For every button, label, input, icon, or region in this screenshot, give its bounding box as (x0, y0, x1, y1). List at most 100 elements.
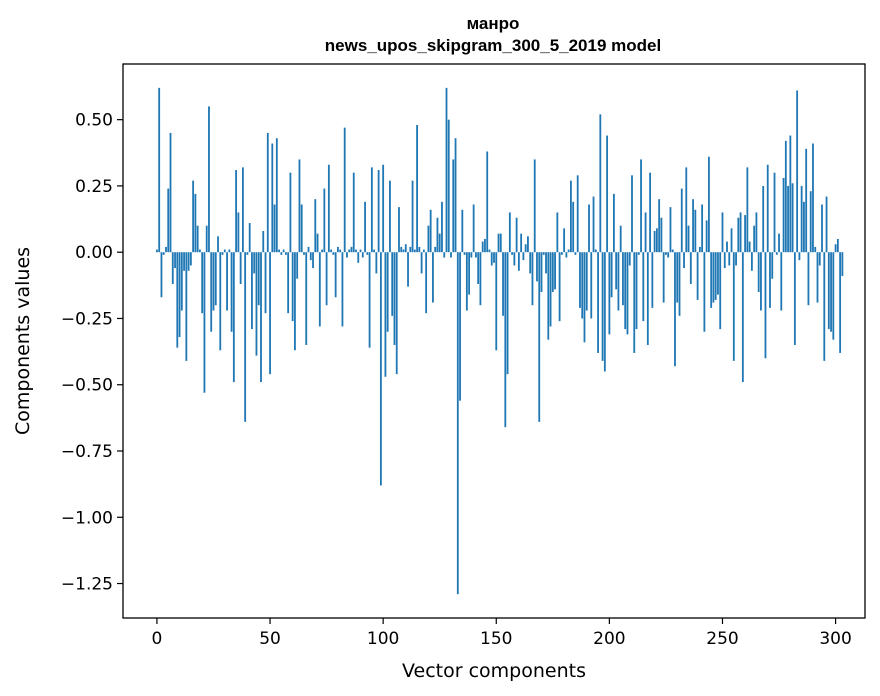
bar-140 (472, 204, 475, 253)
bar-271 (769, 252, 771, 308)
bar-64 (300, 204, 303, 253)
bar-51 (271, 143, 274, 253)
bar-184 (572, 201, 575, 253)
bar-280 (789, 135, 792, 253)
bar-50 (269, 252, 271, 375)
bar-139 (470, 252, 473, 258)
chart-title-line-1: манро (467, 14, 520, 33)
bar-293 (818, 252, 821, 266)
bar-103 (389, 180, 391, 253)
bar-289 (809, 191, 812, 253)
bar-18 (196, 225, 199, 253)
bar-291 (814, 246, 817, 253)
bar-37 (239, 252, 242, 285)
bar-11 (180, 252, 183, 311)
bar-89 (357, 252, 360, 263)
bar-31 (226, 252, 228, 311)
bar-193 (592, 196, 595, 253)
bar-209 (628, 252, 631, 266)
bar-198 (603, 252, 606, 372)
y-tick-label: 0.25 (75, 177, 113, 197)
bar-136 (463, 252, 466, 255)
bar-258 (739, 212, 742, 253)
bar-279 (787, 185, 789, 253)
bar-223 (660, 217, 663, 253)
bar-6 (169, 132, 172, 253)
bar-13 (185, 252, 188, 361)
bar-220 (653, 231, 656, 253)
bar-137 (465, 252, 468, 311)
x-tick-label: 300 (819, 629, 851, 649)
bar-251 (723, 252, 726, 269)
bar-46 (260, 252, 262, 383)
x-tick-label: 100 (367, 629, 399, 649)
bar-264 (753, 225, 756, 253)
bar-108 (400, 246, 403, 253)
bar-274 (775, 252, 778, 255)
bar-129 (447, 119, 450, 253)
bar-261 (746, 167, 749, 253)
bar-160 (517, 252, 520, 271)
bar-215 (642, 252, 645, 322)
bar-170 (540, 252, 543, 292)
bar-259 (741, 252, 744, 383)
bar-298 (830, 252, 832, 332)
bar-249 (719, 252, 722, 330)
bar-12 (183, 252, 185, 271)
bar-114 (413, 249, 416, 253)
bar-155 (506, 252, 509, 375)
y-tick-label: −1.00 (61, 508, 113, 528)
bar-4 (165, 246, 167, 253)
bar-253 (728, 252, 731, 266)
bar-232 (680, 188, 683, 253)
bars-group (156, 87, 844, 595)
bar-27 (217, 236, 219, 253)
bar-210 (631, 175, 633, 253)
bar-245 (710, 252, 713, 308)
bar-161 (520, 233, 523, 253)
x-axis-label: Vector components (402, 660, 586, 682)
bar-52 (273, 204, 276, 253)
bar-91 (361, 252, 364, 258)
bar-59 (289, 172, 292, 253)
bar-287 (805, 148, 808, 253)
bar-105 (393, 252, 396, 345)
bar-288 (807, 252, 810, 306)
bar-224 (662, 252, 665, 303)
bar-130 (450, 252, 452, 258)
bar-285 (800, 185, 803, 253)
bar-29 (221, 252, 224, 255)
bar-0 (156, 249, 158, 253)
bar-132 (454, 138, 457, 253)
bar-141 (475, 252, 477, 258)
bar-203 (615, 252, 618, 290)
bar-148 (490, 252, 493, 266)
bar-133 (456, 252, 459, 595)
bar-81 (339, 249, 342, 253)
bar-276 (780, 252, 783, 311)
bar-38 (241, 167, 244, 253)
bar-80 (337, 246, 339, 253)
bar-297 (827, 252, 830, 330)
bar-190 (585, 252, 588, 311)
bar-67 (307, 246, 310, 253)
bar-1 (158, 87, 161, 253)
bar-127 (443, 252, 446, 258)
bar-219 (651, 252, 654, 308)
y-axis-label: Components values (12, 247, 34, 435)
bar-240 (698, 246, 701, 253)
bar-191 (588, 204, 590, 253)
bar-234 (685, 167, 688, 253)
bar-74 (323, 188, 326, 253)
bar-188 (581, 252, 584, 319)
bar-135 (461, 209, 464, 253)
bar-88 (355, 249, 357, 253)
bar-278 (784, 140, 787, 253)
bar-131 (452, 159, 455, 253)
bar-294 (821, 204, 823, 253)
bar-267 (760, 252, 762, 311)
bar-19 (199, 249, 201, 253)
bar-226 (667, 252, 670, 258)
bar-222 (658, 199, 661, 253)
bar-85 (348, 249, 351, 253)
